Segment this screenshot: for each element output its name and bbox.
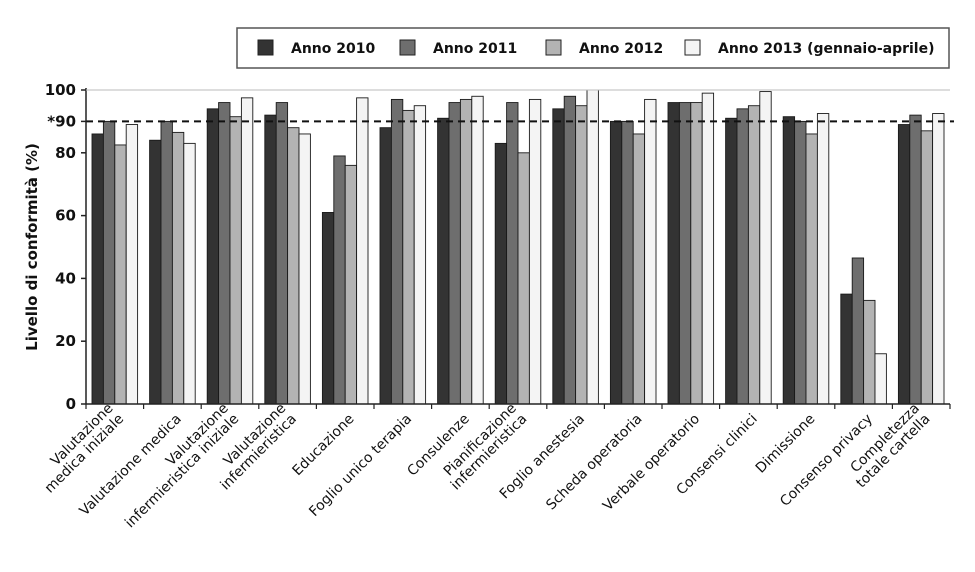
x-tick-label: Completezzatotale cartella [843,400,934,491]
y-tick-label: 40 [55,269,76,287]
bar [794,120,807,405]
bar [920,130,934,405]
legend: Anno 2010 Anno 2011 Anno 2012 Anno 2013 (ge… [236,27,950,69]
x-tick-label-line: Foglio unico terapia [306,411,415,520]
bar [552,108,565,405]
axes [85,88,951,409]
bar [321,212,335,405]
bar [528,98,542,405]
bar [725,117,738,405]
bar [816,113,830,405]
legend-label: Anno 2010 [291,41,375,57]
bar [298,133,311,405]
bar [114,144,127,405]
bar [690,102,703,405]
bar [206,108,220,405]
y-tick-label: 100 [45,81,76,99]
bars [91,89,945,405]
legend-swatch [257,39,274,56]
bar [91,133,104,405]
bar [125,124,139,405]
bar [506,102,519,405]
bar [609,120,623,405]
bar [183,142,196,405]
bar [897,124,911,405]
legend-box [236,27,950,69]
bar [287,127,300,405]
bar [459,98,473,405]
bar [678,102,692,405]
bar [863,299,876,405]
bar [840,293,853,405]
y-axis-title: Livello di conformità (%) [23,143,41,351]
legend-label: Anno 2011 [433,41,517,57]
y-tick-label: 60 [55,207,76,225]
legend-label: Anno 2013 (gennaio-aprile) [718,41,935,57]
bar [471,95,484,405]
bar [390,98,404,405]
bar [563,95,577,405]
y-tick-label: 0 [66,395,76,413]
bar [874,353,887,405]
y-axis-ticks: 0 20 40 60 80 *90 100 [45,81,86,413]
bar [747,105,761,405]
x-tick-label: Foglio unico terapia [306,411,415,520]
bar [344,164,358,405]
x-tick-label: Verbale operatorio [600,411,703,514]
legend-swatch [545,39,562,56]
x-tick-label-line: Verbale operatorio [600,411,703,514]
bar [379,127,392,405]
legend-label: Anno 2012 [579,41,663,57]
bar [264,114,277,405]
bar [240,97,254,405]
bar [333,155,346,405]
x-tick-label-line: Scheda operatoria [543,411,645,513]
y-tick-label: 20 [55,332,76,350]
bar [701,92,715,405]
y-tick-label: *90 [47,112,76,130]
bar [218,102,231,405]
bar [851,257,865,405]
bar [667,102,680,405]
bar [356,97,369,405]
legend-swatch [399,39,416,56]
bar [517,152,530,405]
bar [402,109,415,405]
bar [621,120,634,405]
bar [171,131,185,405]
bar [805,133,818,405]
bar [759,91,772,405]
bar [275,102,289,405]
bar [413,105,427,405]
bar [782,116,796,405]
bar [909,114,922,405]
bar [229,116,242,405]
bar [632,133,646,405]
bar [644,98,657,405]
y-axis-label: Livello di conformità (%) [23,143,41,351]
bar [102,120,116,405]
legend-swatch [684,39,701,56]
bar [494,142,508,405]
bar [586,89,599,405]
bar [437,117,450,405]
bar [736,108,749,405]
bar [932,113,945,405]
bar [160,120,173,405]
bar [575,105,588,405]
x-tick-label-line: infermieristica iniziale [122,411,242,531]
bar [149,139,162,405]
y-tick-label: 80 [55,144,76,162]
bar [448,102,461,405]
x-tick-label: Scheda operatoria [543,411,645,513]
